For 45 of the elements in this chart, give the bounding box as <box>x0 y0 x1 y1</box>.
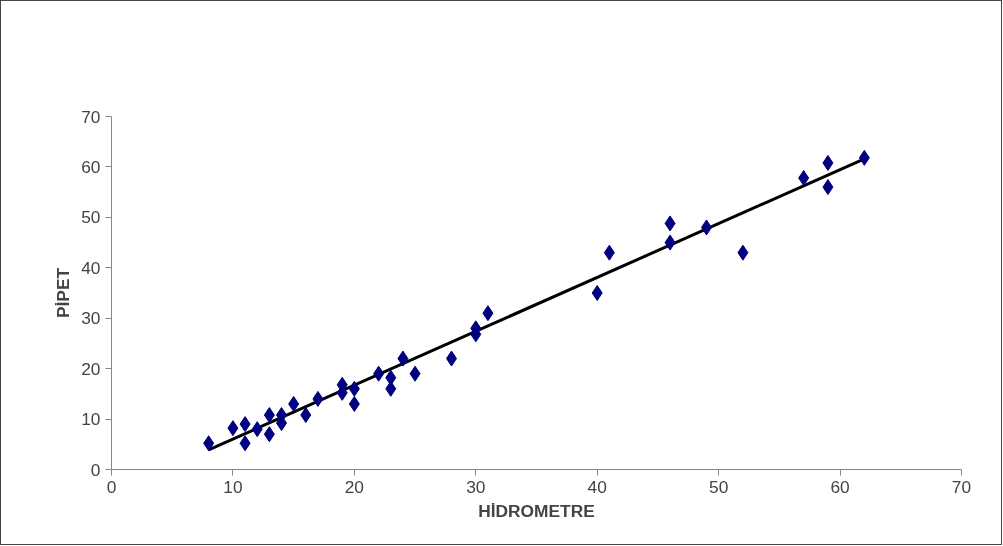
point <box>251 421 263 438</box>
point <box>227 420 239 437</box>
x-tick-label: 20 <box>344 476 364 497</box>
y-tick-label: 70 <box>81 106 101 127</box>
point <box>300 407 312 424</box>
point <box>822 179 834 196</box>
point <box>591 285 603 301</box>
point <box>822 154 834 171</box>
y-tick-label: 0 <box>90 459 101 480</box>
x-axis-title: HİDROMETRE <box>478 500 595 521</box>
point <box>385 369 397 386</box>
point <box>664 215 676 232</box>
y-tick-label: 20 <box>81 358 101 379</box>
x-tick-label: 50 <box>709 476 729 497</box>
y-tick-label: 50 <box>81 207 101 228</box>
point <box>263 426 275 443</box>
point <box>664 234 676 251</box>
point <box>482 305 494 322</box>
x-tick-label: 70 <box>951 476 972 497</box>
point <box>348 380 360 397</box>
point <box>409 365 421 382</box>
point <box>737 244 749 261</box>
point <box>397 350 409 367</box>
point <box>312 390 324 407</box>
y-tick-label: 30 <box>81 308 101 329</box>
x-tick-label: 10 <box>223 476 243 497</box>
point <box>203 435 215 452</box>
x-tick-label: 0 <box>106 476 117 497</box>
y-axis-title: PİPET <box>53 267 74 319</box>
y-tick-label: 60 <box>81 156 101 177</box>
point <box>858 149 870 166</box>
point <box>603 244 615 261</box>
point <box>263 407 275 424</box>
point <box>288 395 300 412</box>
x-tick-label: 60 <box>830 476 850 497</box>
x-tick-label: 30 <box>466 476 486 497</box>
point <box>348 395 360 412</box>
point <box>239 416 251 433</box>
point <box>385 380 397 397</box>
x-tick-label: 40 <box>587 476 607 497</box>
point <box>798 170 810 187</box>
y-tick-label: 10 <box>81 409 101 430</box>
y-tick-label: 40 <box>81 257 101 278</box>
point <box>239 435 251 452</box>
point <box>373 365 385 382</box>
